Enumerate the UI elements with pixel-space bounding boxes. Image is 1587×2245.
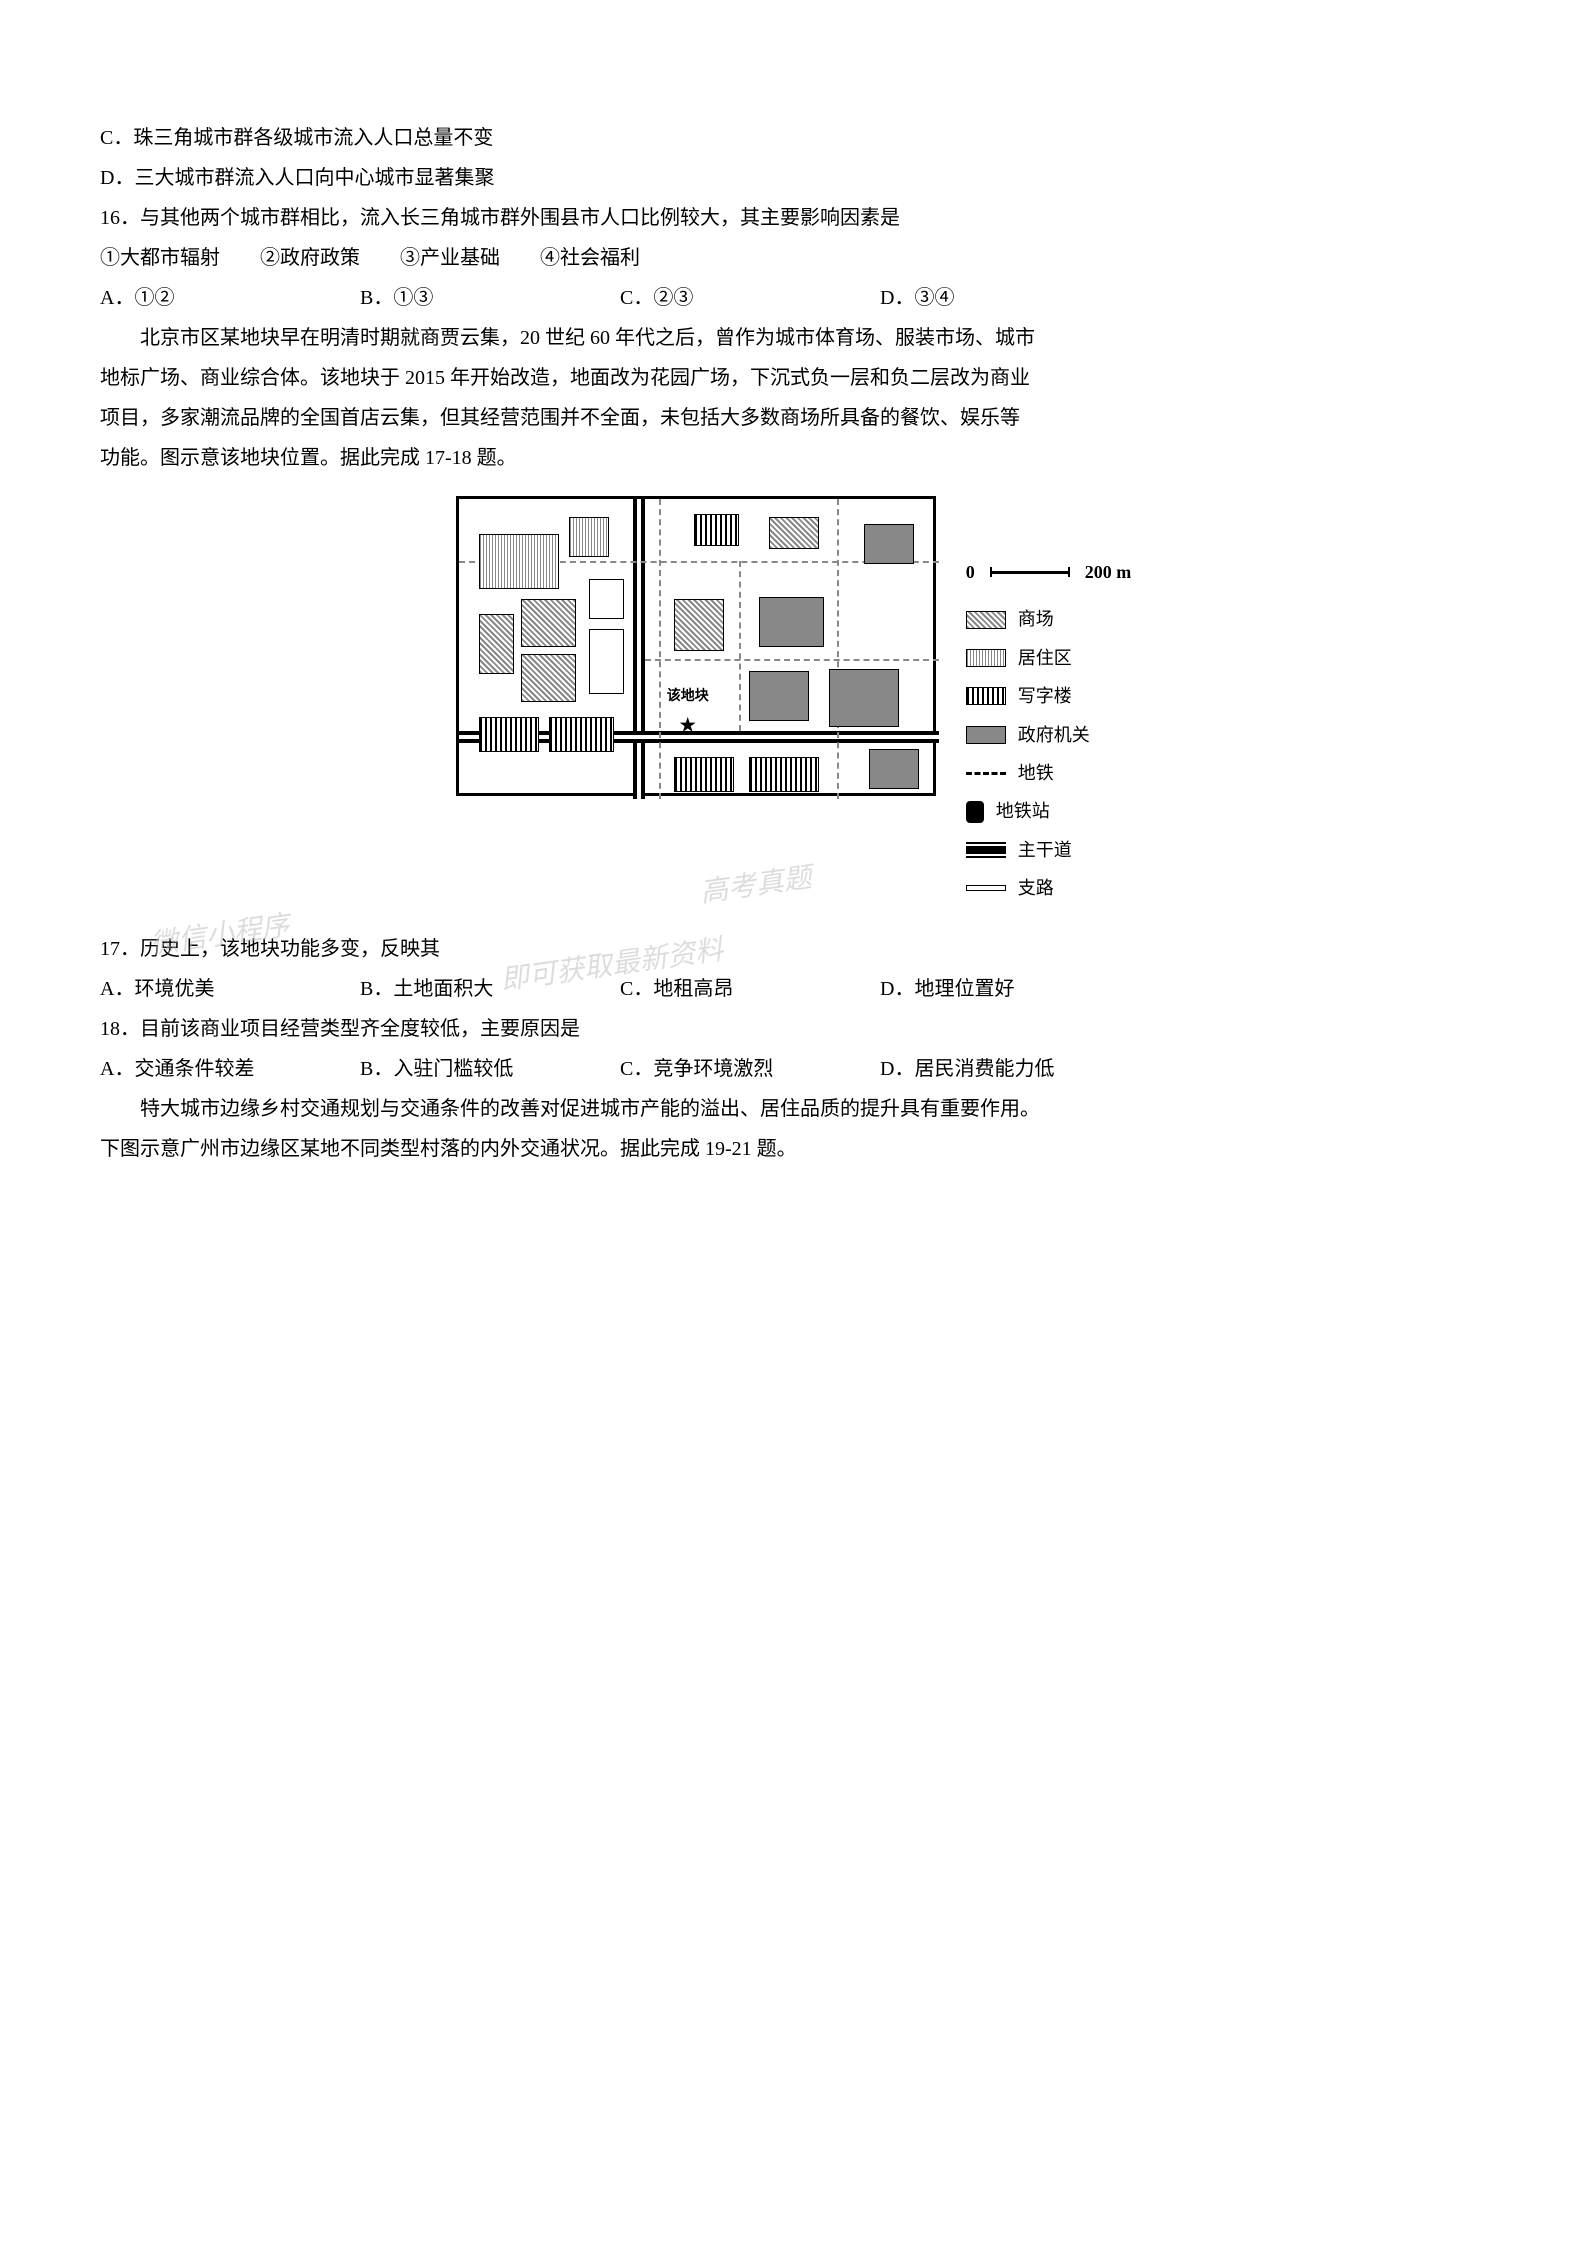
- map-branch-road: [837, 499, 839, 799]
- question-16: 16．与其他两个城市群相比，流入长三角城市群外围县市人口比例较大，其主要影响因素…: [100, 200, 1487, 236]
- legend-office: 写字楼: [966, 680, 1132, 712]
- map-block-gov: [749, 671, 809, 721]
- q18-options: A．交通条件较差 B．入驻门槛较低 C．竞争环境激烈 D．居民消费能力低: [100, 1051, 1487, 1087]
- q18-opt-c: C．竞争环境激烈: [620, 1051, 800, 1087]
- legend-gov: 政府机关: [966, 719, 1132, 751]
- passage3-line1: 特大城市边缘乡村交通规划与交通条件的改善对促进城市产能的溢出、居住品质的提升具有…: [100, 1091, 1487, 1127]
- q16-opt-a: A．①②: [100, 280, 280, 316]
- map-block-office: [694, 514, 739, 546]
- q16-opt-d: D．③④: [880, 280, 1060, 316]
- q18-opt-b: B．入驻门槛较低: [360, 1051, 540, 1087]
- mall-label: 商场: [1018, 603, 1054, 635]
- map-block-office: [479, 717, 539, 752]
- main-road-icon: [966, 844, 1006, 856]
- map-block-gov: [759, 597, 824, 647]
- map-block-plain: [589, 579, 624, 619]
- map-block-mall: [769, 517, 819, 549]
- map-block-mall: [479, 614, 514, 674]
- map-block-mall: [521, 599, 576, 647]
- figure-container: 该地块 ★ 0 200 m 商场 居住区 写字楼: [100, 496, 1487, 911]
- legend-branch-road: 支路: [966, 872, 1132, 904]
- option-c: C．珠三角城市群各级城市流入人口总量不变: [100, 120, 1487, 156]
- map-block-mall: [521, 654, 576, 702]
- legend-station: 地铁站: [966, 795, 1132, 827]
- question-17: 17．历史上，该地块功能多变，反映其: [100, 931, 1487, 967]
- subway-line-icon: [966, 772, 1006, 775]
- map-block-gov: [869, 749, 919, 789]
- map-block-office: [674, 757, 734, 792]
- q17-opt-b: B．土地面积大: [360, 971, 540, 1007]
- factor-3: ③产业基础: [400, 240, 500, 276]
- question-18: 18．目前该商业项目经营类型齐全度较低，主要原因是: [100, 1011, 1487, 1047]
- passage2-line4: 功能。图示意该地块位置。据此完成 17-18 题。: [100, 440, 1487, 476]
- map-block-plain: [589, 629, 624, 694]
- q17-opt-a: A．环境优美: [100, 971, 280, 1007]
- map-legend: 0 200 m 商场 居住区 写字楼 政府机关 地铁: [966, 496, 1132, 911]
- legend-mall: 商场: [966, 603, 1132, 635]
- map-block-mall: [674, 599, 724, 651]
- branch-road-label: 支路: [1018, 872, 1054, 904]
- mall-swatch-icon: [966, 611, 1006, 629]
- main-road-label: 主干道: [1018, 834, 1072, 866]
- scale-end: 200 m: [1085, 556, 1132, 588]
- factor-2: ②政府政策: [260, 240, 360, 276]
- q17-options: A．环境优美 B．土地面积大 C．地租高昂 D．地理位置好: [100, 971, 1487, 1007]
- factor-4: ④社会福利: [540, 240, 640, 276]
- subway-label: 地铁: [1018, 757, 1054, 789]
- block-label-text: 该地块: [667, 689, 709, 704]
- q16-options: A．①② B．①③ C．②③ D．③④: [100, 280, 1487, 316]
- map-vertical-main-road: [633, 499, 645, 799]
- passage3-line2: 下图示意广州市边缘区某地不同类型村落的内外交通状况。据此完成 19-21 题。: [100, 1131, 1487, 1167]
- map-branch-road: [739, 561, 741, 731]
- office-swatch-icon: [966, 687, 1006, 705]
- branch-road-icon: [966, 885, 1006, 891]
- gov-swatch-icon: [966, 726, 1006, 744]
- q17-opt-c: C．地租高昂: [620, 971, 800, 1007]
- legend-main-road: 主干道: [966, 834, 1132, 866]
- scale-line-icon: [990, 571, 1070, 574]
- legend-residential: 居住区: [966, 642, 1132, 674]
- map-block-office: [749, 757, 819, 792]
- map-block-gov: [864, 524, 914, 564]
- gov-label: 政府机关: [1018, 719, 1090, 751]
- q16-opt-b: B．①③: [360, 280, 540, 316]
- q16-opt-c: C．②③: [620, 280, 800, 316]
- map-diagram: 该地块 ★: [456, 496, 936, 796]
- passage2-line2: 地标广场、商业综合体。该地块于 2015 年开始改造，地面改为花园广场，下沉式负…: [100, 360, 1487, 396]
- map-branch-road: [645, 659, 939, 661]
- q18-opt-d: D．居民消费能力低: [880, 1051, 1060, 1087]
- passage2-line3: 项目，多家潮流品牌的全国首店云集，但其经营范围并不全面，未包括大多数商场所具备的…: [100, 400, 1487, 436]
- scale-bar: 0 200 m: [966, 556, 1132, 588]
- map-block-gov: [829, 669, 899, 727]
- q16-factors: ①大都市辐射 ②政府政策 ③产业基础 ④社会福利: [100, 240, 1487, 276]
- figure-wrapper: 该地块 ★ 0 200 m 商场 居住区 写字楼: [456, 496, 1132, 911]
- map-block-residential: [479, 534, 559, 589]
- residential-label: 居住区: [1018, 642, 1072, 674]
- scale-zero: 0: [966, 556, 975, 588]
- map-branch-road: [659, 499, 661, 799]
- map-block-residential: [569, 517, 609, 557]
- office-label: 写字楼: [1018, 680, 1072, 712]
- q18-opt-a: A．交通条件较差: [100, 1051, 280, 1087]
- option-d: D．三大城市群流入人口向中心城市显著集聚: [100, 160, 1487, 196]
- residential-swatch-icon: [966, 649, 1006, 667]
- station-label: 地铁站: [996, 795, 1050, 827]
- q17-opt-d: D．地理位置好: [880, 971, 1060, 1007]
- station-icon: [966, 801, 984, 823]
- legend-subway: 地铁: [966, 757, 1132, 789]
- factor-1: ①大都市辐射: [100, 240, 220, 276]
- map-block-office: [549, 717, 614, 752]
- passage2-line1: 北京市区某地块早在明清时期就商贾云集，20 世纪 60 年代之后，曾作为城市体育…: [100, 320, 1487, 356]
